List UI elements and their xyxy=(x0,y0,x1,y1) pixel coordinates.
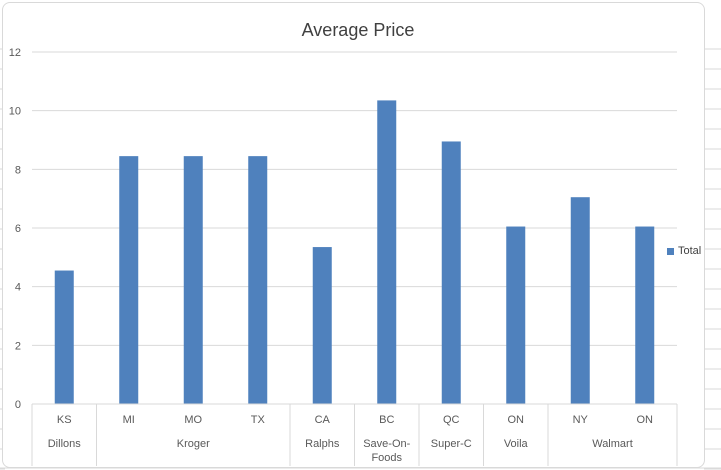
x-tick-label: BC xyxy=(379,414,394,426)
x-tick-label: ON xyxy=(637,414,654,426)
y-tick-label: 6 xyxy=(15,223,21,235)
y-tick-label: 12 xyxy=(9,47,21,59)
bar xyxy=(377,100,397,405)
y-tick-label: 2 xyxy=(15,340,21,352)
bar xyxy=(54,270,74,404)
x-tick-label: TX xyxy=(251,414,266,426)
x-tick-label: MO xyxy=(184,414,202,426)
bar xyxy=(183,156,203,404)
x-group-label: Foods xyxy=(371,452,402,464)
y-tick-label: 0 xyxy=(15,399,21,411)
bar xyxy=(312,247,332,404)
bar xyxy=(570,197,590,404)
x-group-label: Ralphs xyxy=(305,438,340,450)
legend: Total xyxy=(667,245,701,257)
x-tick-label: CA xyxy=(315,414,331,426)
x-tick-label: KS xyxy=(57,414,72,426)
x-group-label: Save-On- xyxy=(363,438,410,450)
bar xyxy=(441,141,461,404)
chart-title: Average Price xyxy=(301,20,415,40)
legend-swatch xyxy=(667,247,674,255)
x-group-label: Dillons xyxy=(48,438,82,450)
x-group-label: Kroger xyxy=(177,438,210,450)
x-group-label: Super-C xyxy=(431,438,472,450)
y-tick-label: 10 xyxy=(9,106,21,118)
x-group-label: Voila xyxy=(504,438,529,450)
x-tick-label: NY xyxy=(573,414,589,426)
bar xyxy=(248,156,268,404)
x-tick-label: ON xyxy=(508,414,525,426)
legend-label: Total xyxy=(678,245,702,257)
bar xyxy=(506,226,526,404)
bar xyxy=(119,156,139,404)
y-tick-label: 8 xyxy=(15,164,21,176)
x-group-label: Walmart xyxy=(592,438,633,450)
x-tick-label: QC xyxy=(443,414,460,426)
x-tick-label: MI xyxy=(123,414,135,426)
y-tick-label: 4 xyxy=(15,282,21,294)
bar xyxy=(635,226,655,404)
